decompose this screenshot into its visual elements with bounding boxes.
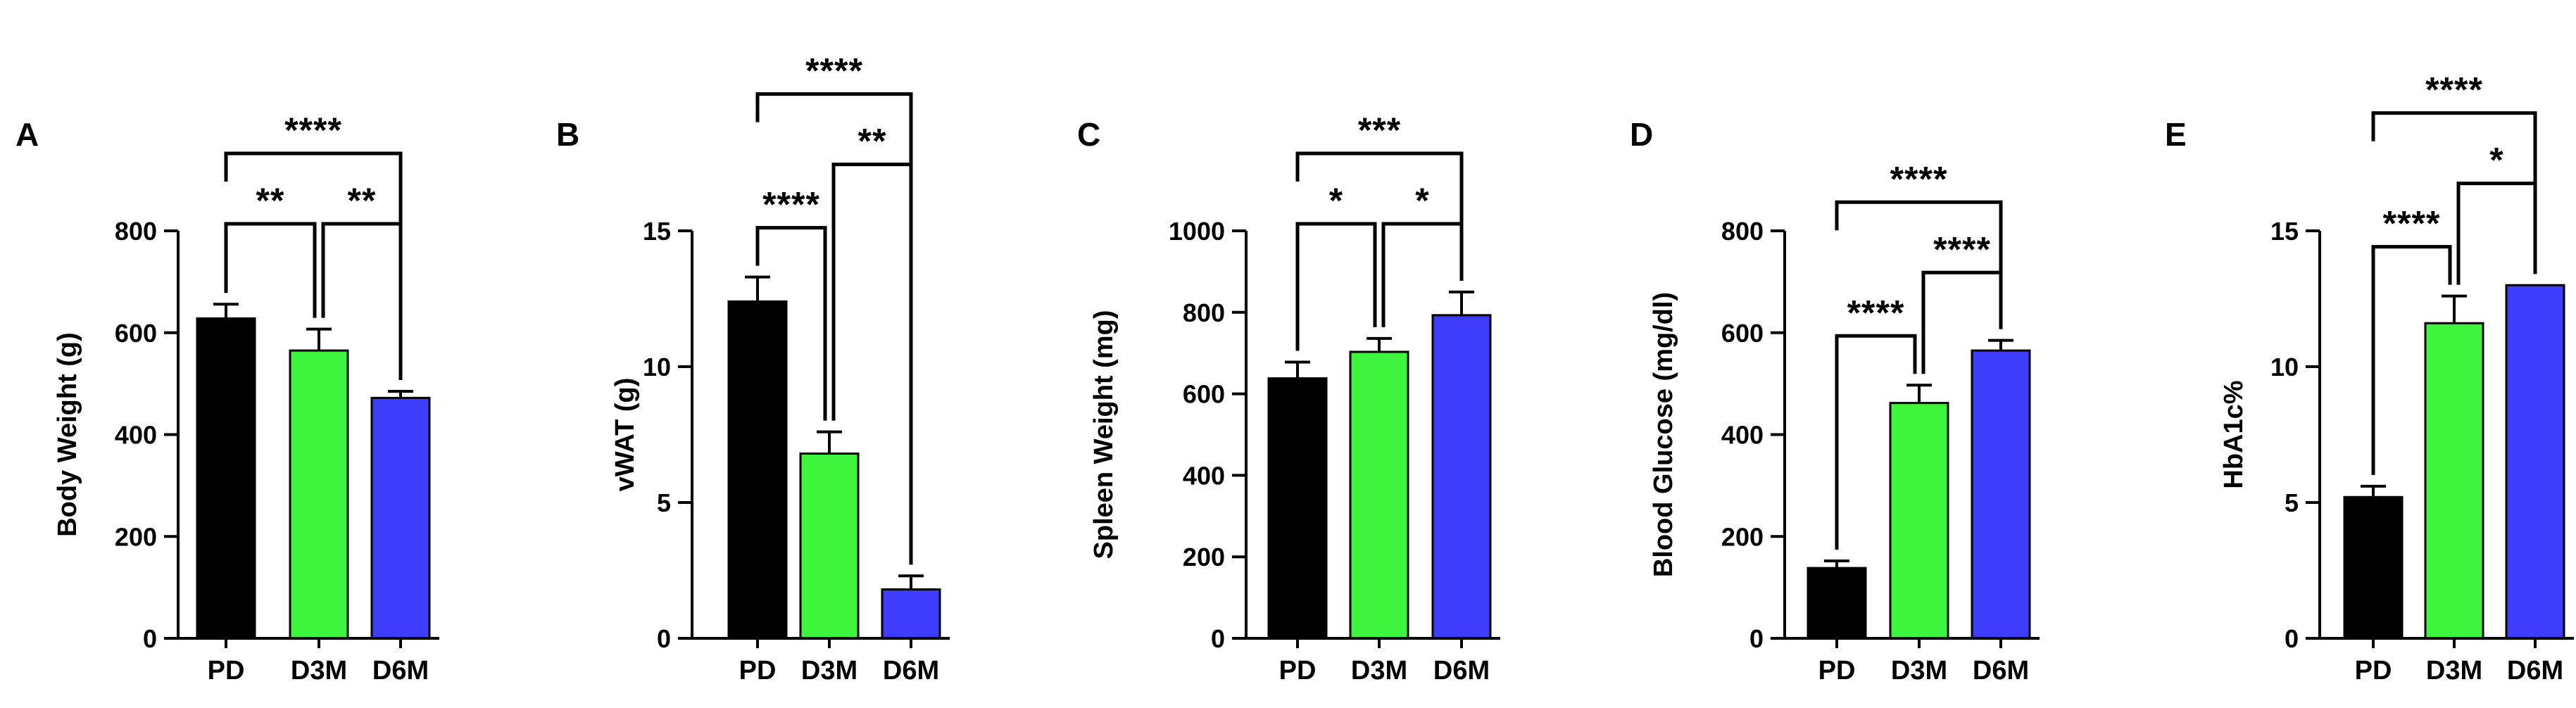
significance-bracket — [2456, 182, 2537, 285]
significance-bracket — [2371, 245, 2452, 475]
y-axis-label: Blood Glucose (mg/dl) — [1649, 292, 1678, 577]
significance-label: ** — [256, 181, 285, 220]
x-tick-label-d3m: D3M — [1351, 656, 1407, 685]
bar-d6m — [881, 588, 941, 640]
y-tick-label: 5 — [657, 488, 671, 517]
y-tick-label: 400 — [1721, 421, 1764, 450]
y-tick-label: 0 — [1211, 624, 1225, 653]
bar-pd — [1267, 377, 1328, 640]
significance-bracket — [1295, 222, 1377, 351]
bar-pd — [1807, 567, 1867, 640]
significance-bracket-overall — [1295, 151, 1464, 281]
x-tick-label-d6m: D6M — [1433, 656, 1490, 685]
panel-letter: A — [15, 116, 39, 153]
bar-pd — [196, 317, 256, 640]
x-tick-label-pd: PD — [1818, 656, 1856, 685]
y-tick-label: 15 — [643, 217, 671, 246]
significance-bracket-overall — [1835, 200, 2003, 329]
y-tick-label: 5 — [2285, 488, 2299, 517]
panel-letter: C — [1077, 116, 1100, 153]
significance-label: ** — [348, 181, 377, 220]
chart-panel-c: C Spleen Weight (mg) PD D3M D6M 0 200 400 600 800… — [1077, 110, 1500, 685]
y-tick-label: 600 — [1183, 380, 1225, 409]
bar-d6m — [370, 396, 431, 640]
x-tick-label-pd: PD — [739, 656, 777, 685]
panel-letter: E — [2165, 116, 2187, 153]
significance-bracket-overall — [755, 92, 913, 565]
y-tick-label: 600 — [1721, 319, 1764, 348]
y-tick-label: 0 — [143, 624, 157, 653]
y-tick-label: 600 — [115, 319, 157, 348]
x-tick-label-d3m: D3M — [1891, 656, 1947, 685]
x-tick-label-d6m: D6M — [372, 656, 429, 685]
significance-bracket — [755, 226, 827, 421]
significance-label: **** — [762, 185, 820, 225]
significance-label: **** — [1933, 229, 1991, 269]
significance-label: **** — [805, 51, 863, 91]
significance-label: **** — [1847, 293, 1905, 332]
y-tick-label: 200 — [1721, 522, 1764, 551]
significance-label: * — [2489, 141, 2503, 180]
x-tick-label-d6m: D6M — [2507, 656, 2563, 685]
y-tick-label: 10 — [2270, 353, 2299, 381]
significance-label: * — [1415, 181, 1429, 220]
y-tick-label: 1000 — [1169, 217, 1225, 246]
significance-bracket — [1835, 334, 1917, 550]
x-tick-label-d3m: D3M — [2426, 656, 2482, 685]
x-tick-label-d3m: D3M — [801, 656, 857, 685]
y-tick-label: 10 — [643, 353, 671, 381]
significance-label: ** — [858, 122, 887, 161]
y-tick-label: 0 — [1749, 624, 1764, 653]
significance-bracket-overall — [224, 151, 403, 380]
panel-letter: B — [556, 116, 579, 153]
bar-d3m — [1349, 350, 1409, 640]
y-axis-label: HbA1c% — [2219, 380, 2249, 488]
y-tick-label: 400 — [115, 421, 157, 450]
bar-d6m — [1971, 349, 2031, 640]
significance-label: **** — [2425, 70, 2483, 110]
bar-d3m — [2424, 322, 2484, 640]
y-tick-label: 400 — [1183, 461, 1225, 490]
y-tick-label: 800 — [1183, 298, 1225, 327]
y-tick-label: 0 — [2285, 624, 2299, 653]
significance-bracket — [224, 222, 317, 318]
significance-bracket — [1381, 222, 1464, 327]
significance-label: **** — [284, 110, 342, 150]
x-tick-label-d6m: D6M — [1973, 656, 2029, 685]
y-axis-label: Body Weight (g) — [53, 332, 82, 537]
significance-bracket-overall — [2371, 111, 2537, 274]
bar-d3m — [289, 349, 349, 640]
significance-label: *** — [1358, 110, 1401, 150]
bar-d3m — [799, 453, 860, 640]
bar-d3m — [1889, 402, 1949, 640]
y-tick-label: 800 — [115, 217, 157, 246]
bar-pd — [727, 300, 788, 640]
y-tick-label: 15 — [2270, 217, 2299, 246]
significance-label: **** — [2383, 204, 2441, 244]
y-tick-label: 200 — [1183, 543, 1225, 571]
y-tick-label: 200 — [115, 522, 157, 551]
x-tick-label-pd: PD — [1279, 656, 1317, 685]
bar-d6m — [2505, 284, 2565, 640]
y-tick-label: 800 — [1721, 217, 1764, 246]
significance-label: **** — [1890, 159, 1948, 198]
x-tick-label-pd: PD — [208, 656, 245, 685]
panel-letter: D — [1630, 116, 1653, 153]
y-axis-label: Spleen Weight (mg) — [1089, 310, 1119, 560]
bar-pd — [2343, 495, 2404, 640]
chart-panel-d: D Blood Glucose (mg/dl) PD D3M D6M 0 200 400 600… — [1630, 116, 2040, 685]
y-axis-label: vWAT (g) — [610, 378, 640, 492]
significance-label: * — [1329, 181, 1343, 220]
x-tick-label-pd: PD — [2355, 656, 2392, 685]
x-tick-label-d3m: D3M — [291, 656, 347, 685]
y-tick-label: 0 — [657, 624, 671, 653]
bar-d6m — [1431, 314, 1492, 640]
x-tick-label-d6m: D6M — [883, 656, 939, 685]
